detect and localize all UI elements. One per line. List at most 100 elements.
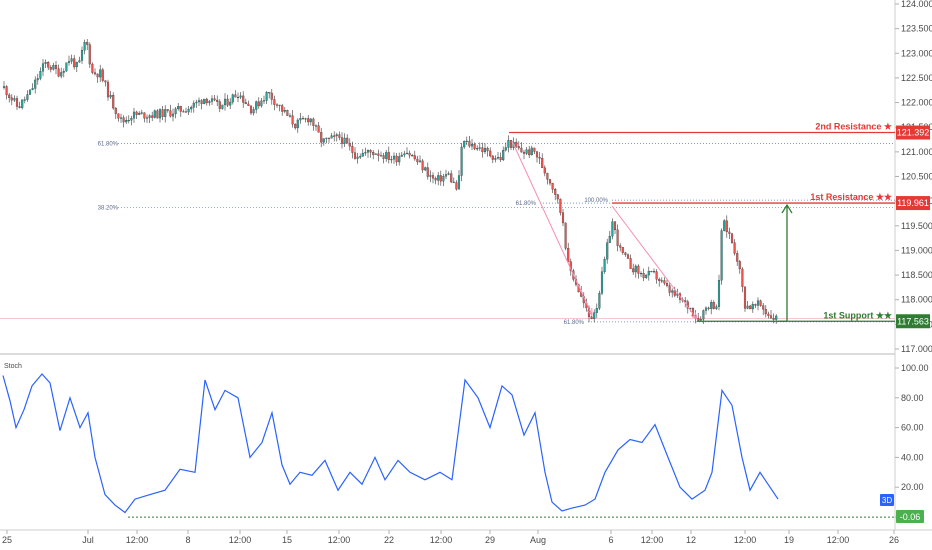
price-tick-label: 118.000 bbox=[901, 295, 932, 305]
candle bbox=[522, 149, 526, 160]
candle bbox=[106, 79, 110, 101]
candle bbox=[195, 99, 198, 108]
level-price-label: 117.563 bbox=[897, 316, 929, 326]
time-tick-label: Jul bbox=[82, 535, 94, 545]
candle bbox=[158, 108, 162, 123]
candle bbox=[317, 122, 320, 133]
candle bbox=[247, 100, 250, 106]
candle bbox=[21, 99, 24, 110]
candle bbox=[281, 103, 284, 116]
candle bbox=[18, 101, 21, 109]
candle bbox=[671, 288, 674, 298]
time-tick-label: Aug bbox=[530, 535, 546, 545]
candle bbox=[486, 146, 489, 157]
candle bbox=[221, 104, 224, 110]
candle bbox=[356, 152, 359, 164]
candle bbox=[387, 146, 390, 164]
level-price-label: 121.392 bbox=[897, 128, 930, 138]
candle bbox=[626, 253, 630, 260]
candle bbox=[749, 304, 752, 310]
candle bbox=[548, 178, 552, 186]
candle bbox=[270, 88, 273, 105]
time-tick-label: 12:00 bbox=[734, 535, 757, 545]
projection-arrow bbox=[778, 203, 793, 322]
candle bbox=[34, 76, 37, 94]
fib-label: 61.80% bbox=[516, 201, 537, 207]
level-label: 2nd Resistance ★ bbox=[815, 122, 893, 132]
candle bbox=[603, 256, 606, 274]
candle bbox=[450, 170, 453, 184]
stoch-tick-label: 80.00 bbox=[901, 393, 924, 403]
candle bbox=[229, 98, 232, 110]
candle bbox=[418, 155, 422, 163]
candle bbox=[213, 95, 216, 102]
candle bbox=[249, 105, 253, 116]
level-price-badge bbox=[896, 196, 930, 211]
candle bbox=[567, 242, 570, 264]
candle bbox=[171, 108, 175, 122]
candle bbox=[330, 133, 333, 139]
candle bbox=[208, 99, 211, 106]
candle bbox=[156, 109, 159, 119]
candle bbox=[494, 155, 497, 163]
candle bbox=[366, 149, 370, 158]
level-label: 1st Support ★★ bbox=[823, 310, 893, 320]
candle bbox=[463, 140, 466, 149]
candle bbox=[125, 116, 128, 125]
candle bbox=[442, 173, 445, 187]
candle bbox=[390, 155, 393, 164]
candle bbox=[496, 152, 500, 160]
candle bbox=[151, 111, 154, 122]
candle bbox=[190, 105, 193, 113]
candle bbox=[364, 147, 367, 156]
candle bbox=[138, 111, 141, 116]
candle bbox=[286, 109, 289, 116]
candle bbox=[613, 221, 617, 234]
candle bbox=[153, 109, 156, 119]
time-tick-label: 26 bbox=[889, 535, 899, 545]
candle bbox=[704, 306, 708, 315]
candle bbox=[291, 110, 294, 128]
candle bbox=[473, 142, 476, 151]
candle bbox=[775, 314, 778, 324]
price-axis[interactable]: 124.000123.500123.000122.500122.000121.5… bbox=[895, 0, 932, 354]
candle bbox=[619, 243, 622, 252]
price-tick-label: 117.000 bbox=[901, 344, 932, 354]
candle bbox=[712, 300, 715, 310]
candle bbox=[5, 85, 8, 100]
price-tick-label: 122.000 bbox=[901, 98, 932, 108]
time-axis[interactable]: 25 Jul 12:00 8 12:00 15 12:00 22 12:00 29 Aug 6 12:0… bbox=[2, 530, 899, 545]
time-tick-label: 12:00 bbox=[641, 535, 664, 545]
candle bbox=[278, 104, 281, 112]
candle bbox=[764, 305, 767, 318]
candle bbox=[431, 172, 435, 184]
candle bbox=[112, 92, 115, 110]
time-tick-label: 12:00 bbox=[229, 535, 252, 545]
candle bbox=[309, 118, 312, 126]
candle bbox=[353, 147, 357, 160]
candle bbox=[447, 171, 450, 176]
candle bbox=[10, 94, 13, 106]
candle bbox=[543, 165, 546, 177]
timeframe-badge[interactable]: 3D bbox=[880, 494, 894, 506]
level-price-badge bbox=[896, 314, 930, 329]
candle bbox=[67, 55, 71, 66]
candle bbox=[114, 107, 117, 120]
candle bbox=[655, 269, 658, 284]
candle bbox=[769, 309, 773, 319]
candle bbox=[325, 137, 328, 144]
candle bbox=[673, 286, 676, 298]
candle bbox=[710, 299, 713, 315]
candle bbox=[359, 153, 362, 159]
candle bbox=[372, 150, 375, 160]
price-tick-label: 121.000 bbox=[901, 147, 932, 157]
candle bbox=[119, 113, 123, 123]
candle bbox=[174, 107, 177, 119]
candle bbox=[203, 98, 206, 105]
candle bbox=[122, 115, 125, 128]
key-levels: 2nd Resistance ★ 121.392 1st Resistance ★★… bbox=[509, 122, 930, 329]
candle bbox=[468, 136, 471, 148]
timeframe-label: 3D bbox=[882, 496, 892, 505]
candle bbox=[140, 109, 143, 115]
